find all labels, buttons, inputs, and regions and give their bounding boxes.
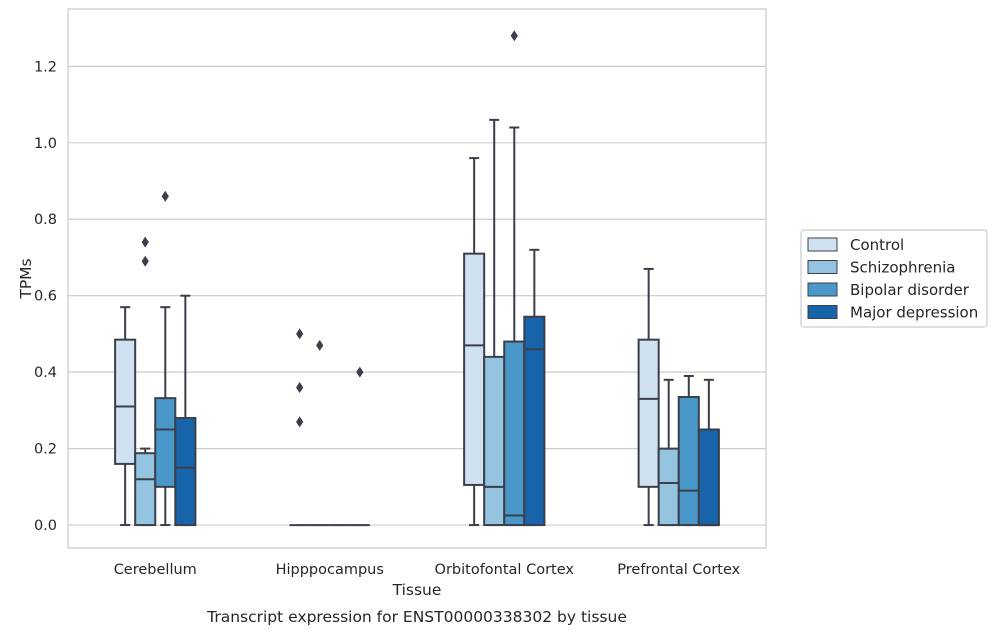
- x-tick-label: Prefrontal Cortex: [617, 562, 740, 578]
- box-body: [463, 252, 486, 486]
- box-groups: [114, 30, 720, 527]
- box-control: [289, 328, 310, 527]
- outlier-point: [296, 328, 304, 340]
- x-axis-ticks: Cerebellum Hipppocampus Orbitofontal Corte…: [114, 562, 741, 578]
- box-body: [114, 338, 137, 465]
- legend: Control Schizophrenia Bipolar disorder Majo…: [800, 229, 988, 328]
- box-control: [463, 157, 486, 527]
- y-tick-label: 0.0: [34, 518, 57, 534]
- y-axis-ticks: 0.0 0.2 0.4 0.6 0.8 1.0 1.2: [34, 59, 57, 534]
- outlier-point: [296, 381, 304, 393]
- legend-label: Control: [850, 236, 904, 254]
- box-body: [637, 338, 660, 488]
- outlier-point: [161, 190, 169, 202]
- outlier-point: [316, 339, 324, 351]
- legend-label: Major depression: [850, 304, 978, 322]
- y-tick-label: 0.4: [34, 365, 57, 381]
- box-body: [174, 417, 197, 527]
- box-body: [134, 452, 157, 527]
- x-tick-label: Cerebellum: [114, 562, 197, 578]
- x-tick-label: Orbitofontal Cortex: [435, 562, 575, 578]
- outlier-point: [141, 236, 149, 248]
- outlier-point: [296, 416, 304, 428]
- box-body: [677, 396, 700, 527]
- box-major-depression: [349, 366, 370, 527]
- box-major-depression: [697, 378, 720, 527]
- box-body: [483, 355, 506, 527]
- box-body: [697, 428, 720, 527]
- box-schizophrenia: [483, 118, 506, 527]
- outlier-point: [510, 30, 518, 42]
- y-tick-label: 1.2: [34, 59, 57, 75]
- box-body: [503, 340, 526, 527]
- box-bipolar-disorder: [677, 374, 700, 527]
- box-schizophrenia: [309, 339, 330, 527]
- legend-label: Schizophrenia: [850, 259, 955, 277]
- box-schizophrenia: [657, 378, 680, 527]
- y-tick-label: 1.0: [34, 136, 57, 152]
- legend-swatch: [807, 305, 838, 319]
- y-tick-label: 0.8: [34, 212, 57, 228]
- plot-frame: [67, 8, 767, 549]
- box-major-depression: [174, 294, 197, 527]
- x-axis-label: Tissue: [392, 581, 442, 599]
- y-tick-label: 0.6: [34, 289, 57, 305]
- x-tick-label: Hipppocampus: [276, 562, 384, 578]
- legend-box: [800, 229, 988, 328]
- legend-swatch: [807, 237, 838, 252]
- outlier-point: [356, 366, 364, 378]
- outlier-point: [141, 255, 149, 267]
- box-body: [657, 447, 680, 527]
- legend-swatch: [807, 260, 838, 274]
- box-bipolar-disorder: [154, 190, 177, 527]
- legend-label: Bipolar disorder: [850, 281, 970, 299]
- y-tick-label: 0.2: [34, 442, 57, 458]
- box-schizophrenia: [134, 236, 157, 527]
- box-bipolar-disorder: [503, 30, 526, 527]
- chart-caption: Transcript expression for ENST0000033830…: [206, 608, 627, 626]
- y-axis-label: TPMs: [17, 258, 35, 299]
- box-control: [114, 306, 137, 527]
- box-control: [637, 267, 660, 527]
- box-body: [154, 397, 177, 488]
- box-body: [523, 315, 546, 527]
- legend-swatch: [807, 282, 838, 297]
- box-major-depression: [523, 248, 546, 527]
